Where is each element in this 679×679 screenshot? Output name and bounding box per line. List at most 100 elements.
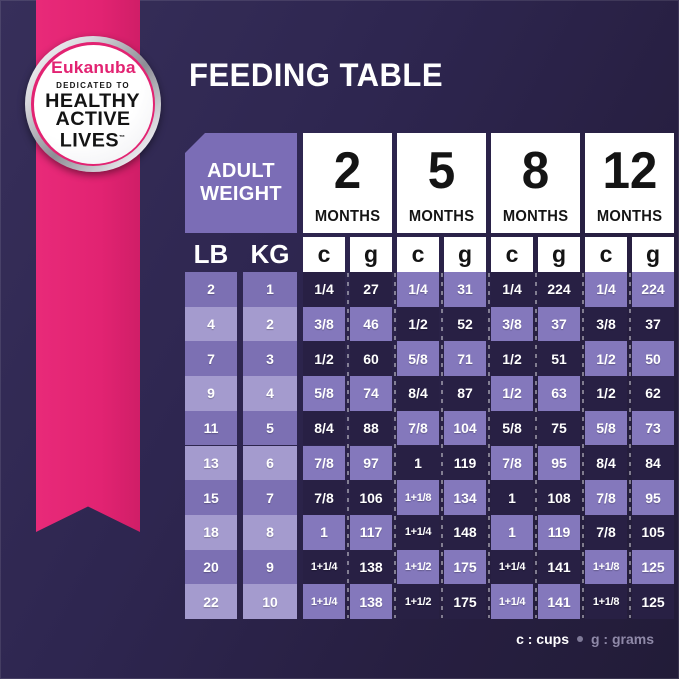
dashed-column-separator xyxy=(393,273,396,618)
value-cell: 7/8 xyxy=(585,514,627,550)
table-row: 22 10 1+1/4 138 1+1/2 175 1+1/4 141 1+1/8 125 xyxy=(0,584,679,619)
month-number: 5 xyxy=(427,141,456,200)
value-cell: 1+1/4 xyxy=(491,584,533,619)
value-cell: 138 xyxy=(350,584,392,619)
table-row: 20 9 1+1/4 138 1+1/2 175 1+1/4 141 1+1/8 125 xyxy=(0,549,679,585)
value-cell: 75 xyxy=(538,410,580,446)
lb-cell: 18 xyxy=(185,514,237,550)
table-row: 13 6 7/8 97 1 119 7/8 95 8/4 84 xyxy=(0,445,679,481)
unit-header-cups: c xyxy=(491,237,533,272)
value-cell: 52 xyxy=(444,306,486,342)
value-cell: 1+1/2 xyxy=(397,549,439,585)
value-cell: 95 xyxy=(538,445,580,481)
unit-header-grams: g xyxy=(632,237,674,272)
value-cell: 84 xyxy=(632,445,674,481)
lb-cell: 13 xyxy=(185,445,237,481)
value-cell: 1/4 xyxy=(303,272,345,307)
value-cell: 1 xyxy=(397,445,439,481)
value-cell: 27 xyxy=(350,272,392,307)
value-cell: 97 xyxy=(350,445,392,481)
kg-cell: 1 xyxy=(243,272,297,307)
value-cell: 106 xyxy=(350,480,392,515)
dashed-column-separator xyxy=(581,273,584,618)
value-cell: 1+1/2 xyxy=(397,584,439,619)
lb-cell: 11 xyxy=(185,410,237,446)
value-cell: 148 xyxy=(444,514,486,550)
table-row: 2 1 1/4 27 1/4 31 1/4 224 1/4 224 xyxy=(0,272,679,307)
value-cell: 74 xyxy=(350,376,392,411)
value-cell: 108 xyxy=(538,480,580,515)
value-cell: 7/8 xyxy=(303,480,345,515)
value-cell: 95 xyxy=(632,480,674,515)
month-number: 8 xyxy=(521,141,550,200)
value-cell: 119 xyxy=(538,514,580,550)
adult-weight-line1: ADULT xyxy=(207,160,275,182)
kg-column-header: KG xyxy=(250,239,290,269)
value-cell: 88 xyxy=(350,410,392,446)
value-cell: 125 xyxy=(632,584,674,619)
dashed-column-separator xyxy=(487,273,490,618)
value-cell: 8/4 xyxy=(303,410,345,446)
value-cell: 1 xyxy=(491,480,533,515)
value-cell: 60 xyxy=(350,341,392,377)
lb-cell: 22 xyxy=(185,584,237,619)
kg-cell: 3 xyxy=(243,341,297,377)
value-cell: 134 xyxy=(444,480,486,515)
value-cell: 5/8 xyxy=(397,341,439,377)
dashed-column-separator xyxy=(534,273,537,618)
value-cell: 224 xyxy=(632,272,674,307)
month-number: 12 xyxy=(602,141,657,200)
value-cell: 117 xyxy=(350,514,392,550)
value-cell: 1+1/8 xyxy=(397,480,439,515)
adult-weight-header: ADULT WEIGHT xyxy=(185,133,297,233)
kg-cell: 4 xyxy=(243,376,297,411)
badge-lives-text: LIVES xyxy=(60,130,120,152)
kg-cell: 9 xyxy=(243,549,297,585)
value-cell: 5/8 xyxy=(491,410,533,446)
value-cell: 175 xyxy=(444,549,486,585)
kg-cell: 2 xyxy=(243,306,297,342)
lb-cell: 4 xyxy=(185,306,237,342)
table-row: 4 2 3/8 46 1/2 52 3/8 37 3/8 37 xyxy=(0,306,679,342)
unit-header-cups: c xyxy=(303,237,345,272)
value-cell: 1/2 xyxy=(585,376,627,411)
value-cell: 105 xyxy=(632,514,674,550)
value-cell: 1+1/4 xyxy=(397,514,439,550)
table-row: 7 3 1/2 60 5/8 71 1/2 51 1/2 50 xyxy=(0,341,679,377)
unit-header-grams: g xyxy=(444,237,486,272)
kg-cell: 10 xyxy=(243,584,297,619)
value-cell: 1+1/8 xyxy=(585,584,627,619)
value-cell: 1/2 xyxy=(397,306,439,342)
month-label: MONTHS xyxy=(502,208,569,225)
value-cell: 175 xyxy=(444,584,486,619)
month-header-5: 5 MONTHS xyxy=(397,133,486,233)
value-cell: 5/8 xyxy=(303,376,345,411)
month-label: MONTHS xyxy=(408,208,475,225)
unit-header-cups: c xyxy=(585,237,627,272)
value-cell: 3/8 xyxy=(303,306,345,342)
unit-header-cups: c xyxy=(397,237,439,272)
value-cell: 1/4 xyxy=(491,272,533,307)
value-cell: 8/4 xyxy=(397,376,439,411)
table-row: 9 4 5/8 74 8/4 87 1/2 63 1/2 62 xyxy=(0,376,679,411)
badge-line-healthy: HEALTHY xyxy=(45,90,141,112)
badge-line-active: ACTIVE xyxy=(55,108,131,130)
month-number: 2 xyxy=(333,141,362,200)
value-cell: 73 xyxy=(632,410,674,446)
value-cell: 1/4 xyxy=(585,272,627,307)
value-cell: 1/2 xyxy=(491,341,533,377)
value-cell: 37 xyxy=(632,306,674,342)
value-cell: 119 xyxy=(444,445,486,481)
value-cell: 104 xyxy=(444,410,486,446)
table-row: 18 8 1 117 1+1/4 148 1 119 7/8 105 xyxy=(0,514,679,550)
adult-weight-line2: WEIGHT xyxy=(200,183,282,205)
unit-header-grams: g xyxy=(350,237,392,272)
eukanuba-badge: Eukanuba DEDICATED TO HEALTHY ACTIVE LIV… xyxy=(25,36,161,172)
value-cell: 3/8 xyxy=(585,306,627,342)
value-cell: 46 xyxy=(350,306,392,342)
kg-cell: 8 xyxy=(243,514,297,550)
trademark-symbol: ™ xyxy=(119,134,126,141)
legend-separator-dot xyxy=(576,636,583,642)
legend-grams: g : grams xyxy=(590,631,654,647)
